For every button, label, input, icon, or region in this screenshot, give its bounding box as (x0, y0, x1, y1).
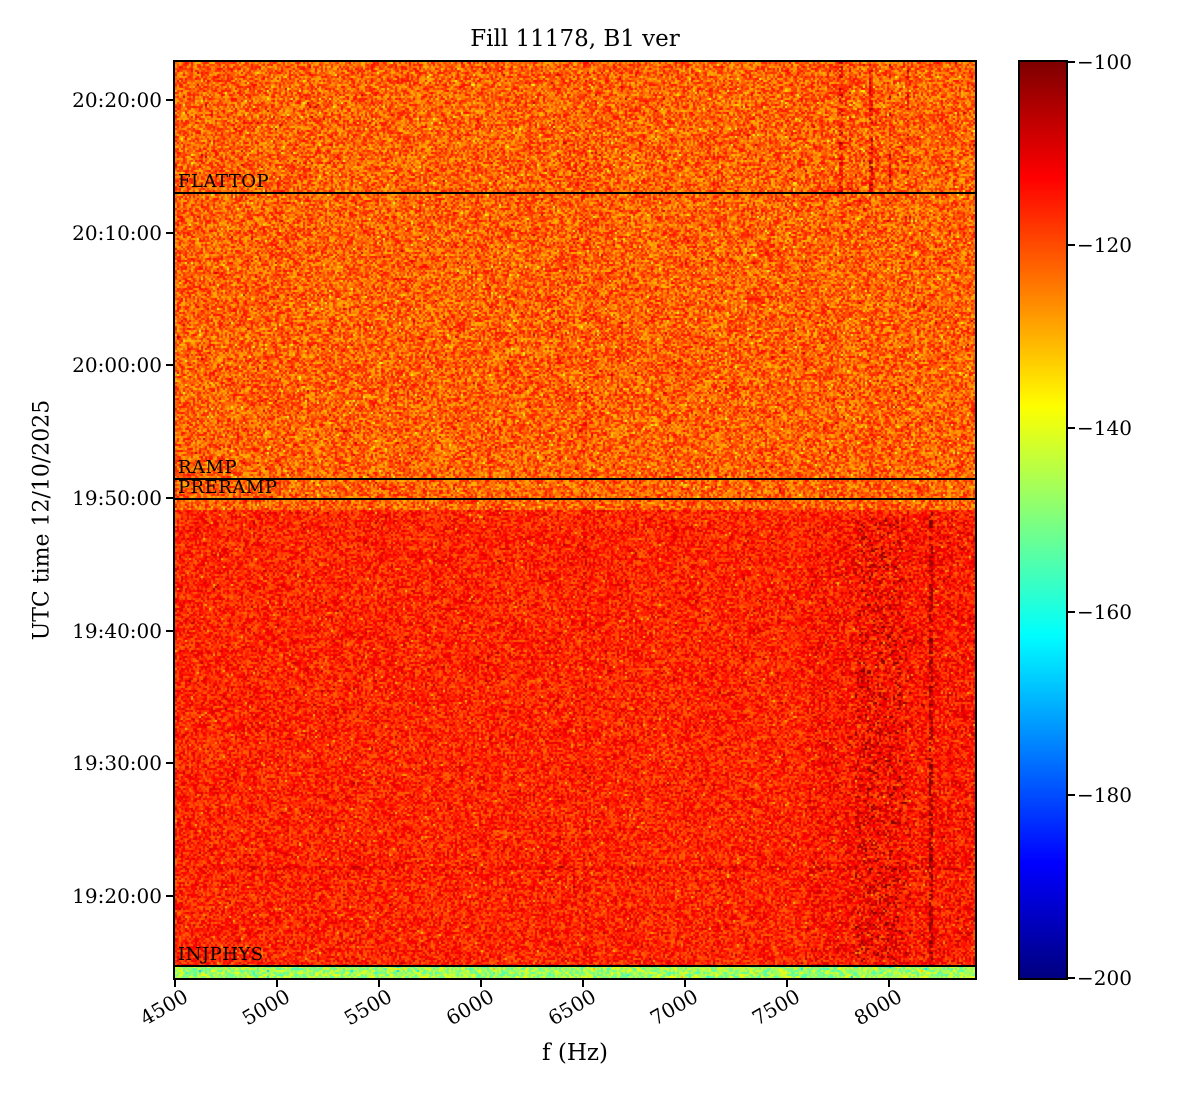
x-tick-mark (378, 979, 381, 987)
x-tick-mark (276, 979, 279, 987)
x-axis-label: f (Hz) (542, 1040, 608, 1066)
colorbar (1020, 62, 1066, 978)
y-axis-label: UTC time 12/10/2025 (29, 399, 55, 641)
y-tick-label: 20:20:00 (72, 88, 162, 113)
colorbar-tick-mark (1067, 244, 1075, 247)
y-tick-mark (166, 231, 174, 234)
y-tick-mark (166, 364, 174, 367)
colorbar-tick-label: −100 (1077, 50, 1132, 74)
colorbar-tick-mark (1067, 977, 1075, 979)
x-tick-mark (174, 979, 176, 987)
colorbar-tick-label: −140 (1077, 416, 1132, 441)
beam-mode-line-flattop (175, 191, 975, 194)
colorbar-tick-label: −160 (1077, 599, 1132, 624)
y-tick-mark (166, 99, 174, 102)
colorbar-tick-label: −180 (1077, 782, 1132, 807)
y-tick-label: 19:30:00 (72, 751, 162, 776)
x-tick-mark (786, 979, 789, 987)
y-tick-label: 20:00:00 (72, 353, 162, 378)
y-tick-label: 19:20:00 (72, 884, 162, 909)
colorbar-gradient-canvas (1020, 62, 1066, 978)
colorbar-tick-mark (1067, 61, 1075, 63)
beam-mode-line-injphys (175, 964, 975, 967)
colorbar-tick-mark (1067, 610, 1075, 613)
x-tick-mark (684, 979, 687, 987)
x-tick-mark (582, 979, 585, 987)
y-tick-label: 19:40:00 (72, 618, 162, 643)
beam-mode-label-preramp: PRERAMP (178, 477, 278, 499)
x-tick-mark (480, 979, 483, 987)
x-tick-mark (888, 979, 891, 987)
y-tick-mark (166, 497, 174, 500)
y-tick-label: 20:10:00 (72, 220, 162, 245)
y-tick-mark (166, 762, 174, 765)
heatmap-plot-area (175, 62, 975, 978)
colorbar-tick-label: −120 (1077, 233, 1132, 258)
beam-mode-line-preramp (175, 498, 975, 501)
beam-mode-label-flattop: FLATTOP (178, 170, 270, 192)
spectrogram-canvas (175, 62, 975, 978)
beam-mode-label-ramp: RAMP (178, 457, 238, 479)
colorbar-tick-mark (1067, 793, 1075, 796)
beam-mode-line-ramp (175, 478, 975, 481)
y-tick-label: 19:50:00 (72, 486, 162, 511)
colorbar-tick-label: −200 (1077, 966, 1132, 990)
colorbar-tick-mark (1067, 427, 1075, 430)
beam-mode-label-injphys: INJPHYS (178, 943, 264, 965)
y-tick-mark (166, 629, 174, 632)
chart-title: Fill 11178, B1 ver (470, 26, 680, 52)
y-tick-mark (166, 895, 174, 898)
